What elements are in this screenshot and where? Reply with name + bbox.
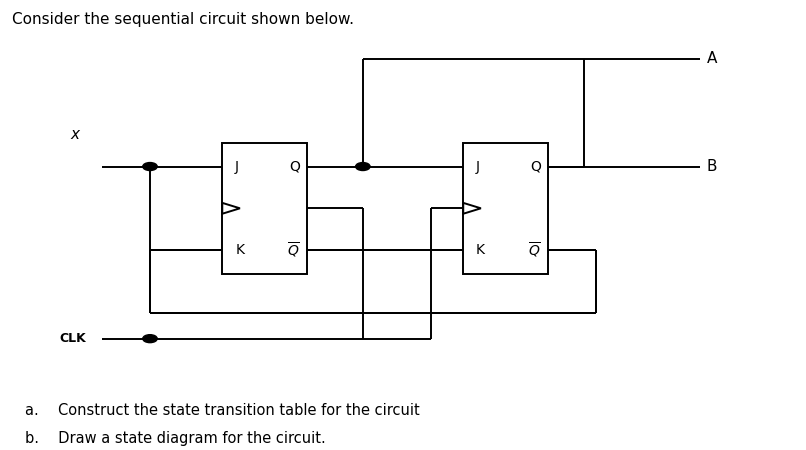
Circle shape (143, 335, 157, 342)
Text: Q: Q (289, 160, 300, 174)
Text: CLK: CLK (59, 332, 86, 345)
Text: a.  Construct the state transition table for the circuit: a. Construct the state transition table … (26, 403, 420, 418)
Text: Q: Q (530, 160, 541, 174)
Text: b.  Draw a state diagram for the circuit.: b. Draw a state diagram for the circuit. (26, 431, 326, 446)
Circle shape (143, 162, 157, 171)
Text: K: K (476, 243, 485, 257)
Text: J: J (235, 160, 239, 174)
Text: $x$: $x$ (70, 126, 81, 142)
Text: K: K (235, 243, 244, 257)
Text: B: B (707, 159, 717, 174)
Text: $\overline{Q}$: $\overline{Q}$ (528, 240, 541, 260)
Text: Consider the sequential circuit shown below.: Consider the sequential circuit shown be… (12, 13, 354, 27)
Circle shape (355, 162, 370, 171)
Text: $\overline{Q}$: $\overline{Q}$ (287, 240, 300, 260)
Bar (222, 143, 306, 274)
Bar (463, 143, 547, 274)
Text: J: J (476, 160, 480, 174)
Text: A: A (707, 51, 717, 67)
